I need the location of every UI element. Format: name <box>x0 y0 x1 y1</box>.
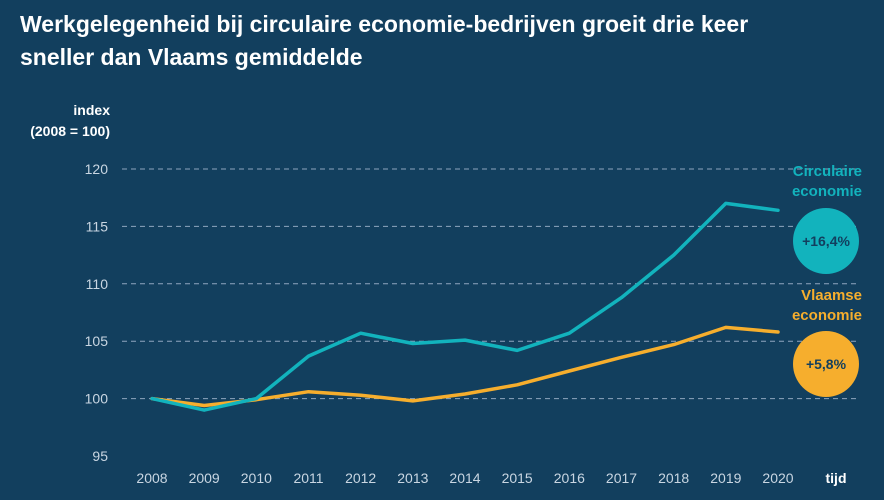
x-axis-label: tijd <box>826 470 847 486</box>
x-tick-label: 2010 <box>241 470 272 486</box>
x-tick-label: 2012 <box>345 470 376 486</box>
y-tick-label: 95 <box>92 448 108 464</box>
badge-vlaamse <box>793 331 859 397</box>
series-label-circulaire: economie <box>792 183 862 200</box>
x-tick-label: 2020 <box>762 470 793 486</box>
title-line-2: sneller dan Vlaams gemiddelde <box>20 44 363 70</box>
chart-title: Werkgelegenheid bij circulaire economie-… <box>20 8 860 74</box>
y-tick-label: 110 <box>86 276 109 292</box>
x-tick-label: 2017 <box>606 470 637 486</box>
badge-label-circulaire: +16,4% <box>802 233 850 249</box>
series-label-circulaire: Circulaire <box>793 163 862 180</box>
x-tick-label: 2013 <box>397 470 428 486</box>
y-tick-label: 120 <box>85 161 109 177</box>
y-tick-label: 115 <box>86 218 109 234</box>
series-label-vlaamse: economie <box>792 307 862 324</box>
y-axis: index (2008 = 100) 95 100 105 110 115 120 <box>30 102 110 464</box>
series-line-circulaire <box>150 201 780 412</box>
y-tick-label: 105 <box>85 333 109 349</box>
title-line-1: Werkgelegenheid bij circulaire economie-… <box>20 11 749 37</box>
x-axis: 2008 2009 2010 2011 2012 2013 2014 2015 2016 2017… <box>136 470 846 486</box>
badge-label-vlaamse: +5,8% <box>806 356 847 372</box>
x-tick-label: 2009 <box>189 470 220 486</box>
series-lines <box>150 201 780 412</box>
x-tick-label: 2011 <box>293 470 323 486</box>
y-axis-label: (2008 = 100) <box>30 123 110 139</box>
series-label-vlaamse: Vlaamse <box>801 287 862 304</box>
x-tick-label: 2019 <box>710 470 741 486</box>
x-tick-label: 2016 <box>554 470 585 486</box>
x-tick-label: 2018 <box>658 470 689 486</box>
x-tick-label: 2014 <box>449 470 480 486</box>
y-tick-label: 100 <box>85 391 109 407</box>
x-tick-label: 2015 <box>502 470 533 486</box>
x-tick-label: 2008 <box>136 470 167 486</box>
y-axis-label: index <box>73 102 110 118</box>
badge-circulaire <box>793 208 859 274</box>
series-labels: Circulaire economie +16,4% Vlaamse economie +… <box>792 163 862 397</box>
grid-lines <box>122 168 858 400</box>
